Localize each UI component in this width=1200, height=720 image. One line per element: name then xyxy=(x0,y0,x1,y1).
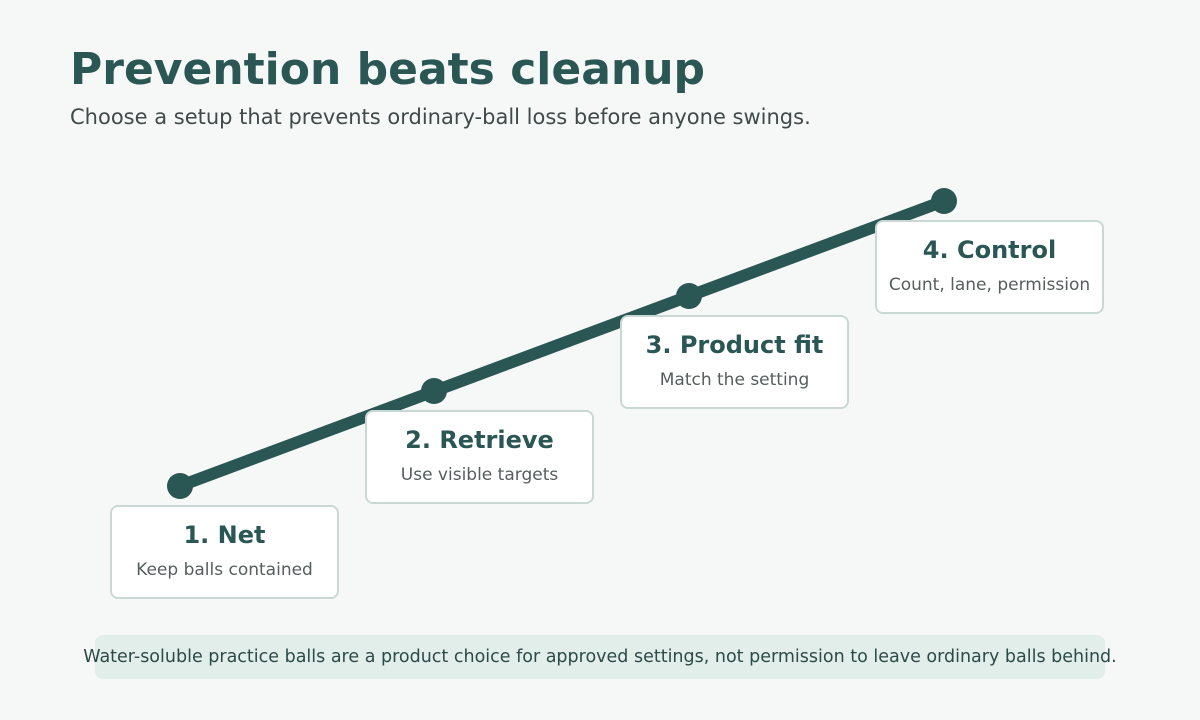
step-node-4 xyxy=(931,188,957,214)
progress-line xyxy=(174,195,950,492)
step-description: Count, lane, permission xyxy=(888,275,1091,295)
step-node-3 xyxy=(676,283,702,309)
note-text: Water-soluble practice balls are a produ… xyxy=(83,647,1117,667)
step-description: Use visible targets xyxy=(400,465,559,485)
step-node-1 xyxy=(167,473,193,499)
note-banner xyxy=(95,635,1105,679)
page-title: Prevention beats cleanup xyxy=(70,44,706,95)
step-card-product-fit: 3. Product fit Match the setting xyxy=(620,315,849,409)
step-title: 1. Net xyxy=(183,521,266,549)
step-title: 3. Product fit xyxy=(645,331,824,359)
step-card-control: 4. Control Count, lane, permission xyxy=(875,220,1104,314)
step-card-net: 1. Net Keep balls contained xyxy=(110,505,339,599)
step-node-2 xyxy=(421,378,447,404)
step-card-retrieve: 2. Retrieve Use visible targets xyxy=(365,410,594,504)
page-subtitle: Choose a setup that prevents ordinary-ba… xyxy=(70,105,811,129)
step-title: 2. Retrieve xyxy=(405,426,554,454)
step-title: 4. Control xyxy=(922,236,1057,264)
step-description: Keep balls contained xyxy=(136,560,313,580)
step-description: Match the setting xyxy=(659,370,810,390)
